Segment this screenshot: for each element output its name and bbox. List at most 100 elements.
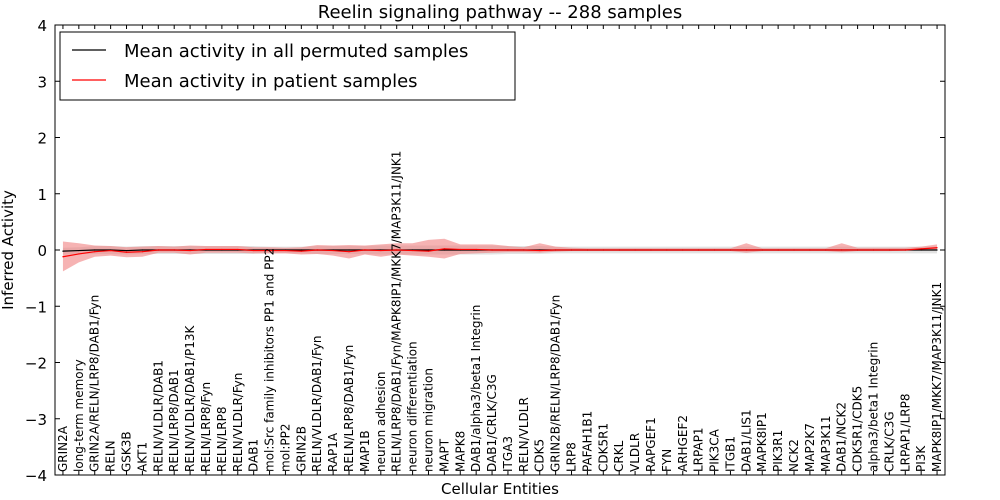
point-patient-25 <box>459 248 461 251</box>
ytick-label-0: −4 <box>25 467 47 485</box>
category-labels: GRIN2A long-term memory GRIN2A/RELN/LRP8/D… <box>56 151 944 472</box>
point-patient-15 <box>300 250 302 252</box>
point-patient-3 <box>110 249 112 252</box>
point-patient-11 <box>237 248 239 251</box>
point-permuted-24 <box>443 249 445 251</box>
point-patient-12 <box>253 249 255 252</box>
category-label-46: NCK2 <box>787 439 801 472</box>
point-patient-9 <box>205 248 207 251</box>
category-label-30: CDK5 <box>533 439 547 472</box>
point-patient-13 <box>268 249 271 252</box>
point-patient-55 <box>936 247 938 249</box>
point-patient-17 <box>332 249 334 252</box>
point-patient-4 <box>125 251 128 253</box>
y-tick-labels: −4 −3 −2 −1 0 1 2 3 4 <box>25 17 47 485</box>
legend-box <box>59 31 516 101</box>
point-patient-49 <box>841 249 843 251</box>
x-axis-label: Cellular Entities <box>441 480 559 498</box>
point-patient-40 <box>698 249 700 251</box>
legend-label-permuted: Mean activity in all permuted samples <box>124 41 468 62</box>
point-patient-42 <box>729 249 732 251</box>
category-label-36: VLDLR <box>628 433 642 472</box>
category-label-8: RELN/VLDLR/DAB1/P13K <box>183 325 197 472</box>
point-patient-21 <box>396 249 398 251</box>
category-label-19: MAP1B <box>358 430 372 472</box>
point-patient-35 <box>618 249 620 251</box>
category-label-49: DAB1/NCK2 <box>835 402 849 472</box>
category-label-41: PIK3CA <box>708 428 722 472</box>
series-lines <box>62 247 938 258</box>
point-permuted-2 <box>94 249 96 251</box>
point-patient-52 <box>888 249 890 251</box>
ytick-label-1: −3 <box>25 411 47 429</box>
category-label-23: neuron migration <box>421 368 435 472</box>
category-label-0: GRIN2A <box>56 425 70 472</box>
point-patient-30 <box>539 249 541 252</box>
point-permuted-0 <box>62 250 64 252</box>
point-patient-6 <box>157 249 159 251</box>
category-label-42: ITGB1 <box>723 436 737 472</box>
legend: Mean activity in all permuted samples Me… <box>59 31 516 101</box>
tick-marks <box>55 24 945 476</box>
category-label-4: GSK3B <box>120 431 134 472</box>
category-label-45: PIK3R1 <box>771 430 785 472</box>
point-patient-10 <box>221 248 223 251</box>
category-label-27: DAB1/CRLK/C3G <box>485 374 499 472</box>
point-patient-45 <box>777 249 779 251</box>
point-patient-20 <box>380 249 382 252</box>
category-label-39: ARHGEF2 <box>676 415 690 472</box>
category-label-1: long-term memory <box>72 359 86 472</box>
point-patient-50 <box>856 249 859 251</box>
point-patient-0 <box>62 256 64 258</box>
category-label-28: ITGA3 <box>501 436 515 472</box>
category-label-20: neuron adhesion <box>374 371 388 472</box>
category-label-3: RELN <box>104 440 118 472</box>
category-label-15: GRIN2B <box>294 426 308 472</box>
point-patient-34 <box>602 249 604 251</box>
point-permuted-18 <box>348 249 350 251</box>
point-patient-46 <box>793 249 795 251</box>
category-label-5: AKT1 <box>135 442 149 472</box>
category-label-53: LRPAP1/LRP8 <box>898 393 912 472</box>
category-label-9: RELN/LRP8/Fyn <box>199 382 213 472</box>
ytick-label-3: −1 <box>25 298 47 316</box>
point-patient-29 <box>523 249 525 251</box>
category-label-2: GRIN2A/RELN/LRP8/DAB1/Fyn <box>88 295 102 472</box>
category-label-44: MAPK8IP1 <box>755 412 769 472</box>
category-label-13: mol:Src family inhibitors PP1 and PP2 <box>263 248 277 472</box>
category-label-29: RELN/VLDLR <box>517 397 531 472</box>
category-label-40: LRPAP1 <box>692 427 706 472</box>
point-permuted-5 <box>141 249 144 251</box>
category-label-54: PI3K <box>914 445 928 472</box>
point-patient-7 <box>173 249 175 251</box>
category-label-17: RAP1A <box>326 432 340 472</box>
point-patient-8 <box>189 249 191 252</box>
point-patient-48 <box>825 249 827 251</box>
point-patient-27 <box>491 249 493 251</box>
point-patient-33 <box>586 249 589 251</box>
point-permuted-54 <box>920 249 922 251</box>
ytick-label-7: 3 <box>37 73 47 91</box>
category-label-47: MAP2K7 <box>803 423 817 472</box>
category-label-37: RAPGEF1 <box>644 417 658 472</box>
point-patient-1 <box>78 253 80 255</box>
category-label-32: LRP8 <box>565 442 579 472</box>
ytick-label-2: −2 <box>25 355 47 373</box>
point-patient-39 <box>682 249 684 251</box>
point-patient-24 <box>443 248 445 250</box>
ytick-label-5: 1 <box>37 186 47 204</box>
ytick-label-4: 0 <box>37 242 47 260</box>
point-patient-38 <box>666 249 668 251</box>
point-patient-31 <box>555 249 557 251</box>
category-label-35: CRKL <box>612 440 626 472</box>
point-patient-37 <box>650 249 652 251</box>
category-label-43: DAB1/LIS1 <box>739 409 753 472</box>
point-permuted-4 <box>125 249 128 252</box>
category-label-12: DAB1 <box>247 439 261 472</box>
point-patient-22 <box>411 249 414 252</box>
category-label-14: mol:PP2 <box>278 423 292 472</box>
point-patient-43 <box>745 249 747 251</box>
category-label-24: MAPT <box>437 438 451 472</box>
category-label-11: RELN/VLDLR/Fyn <box>231 373 245 472</box>
